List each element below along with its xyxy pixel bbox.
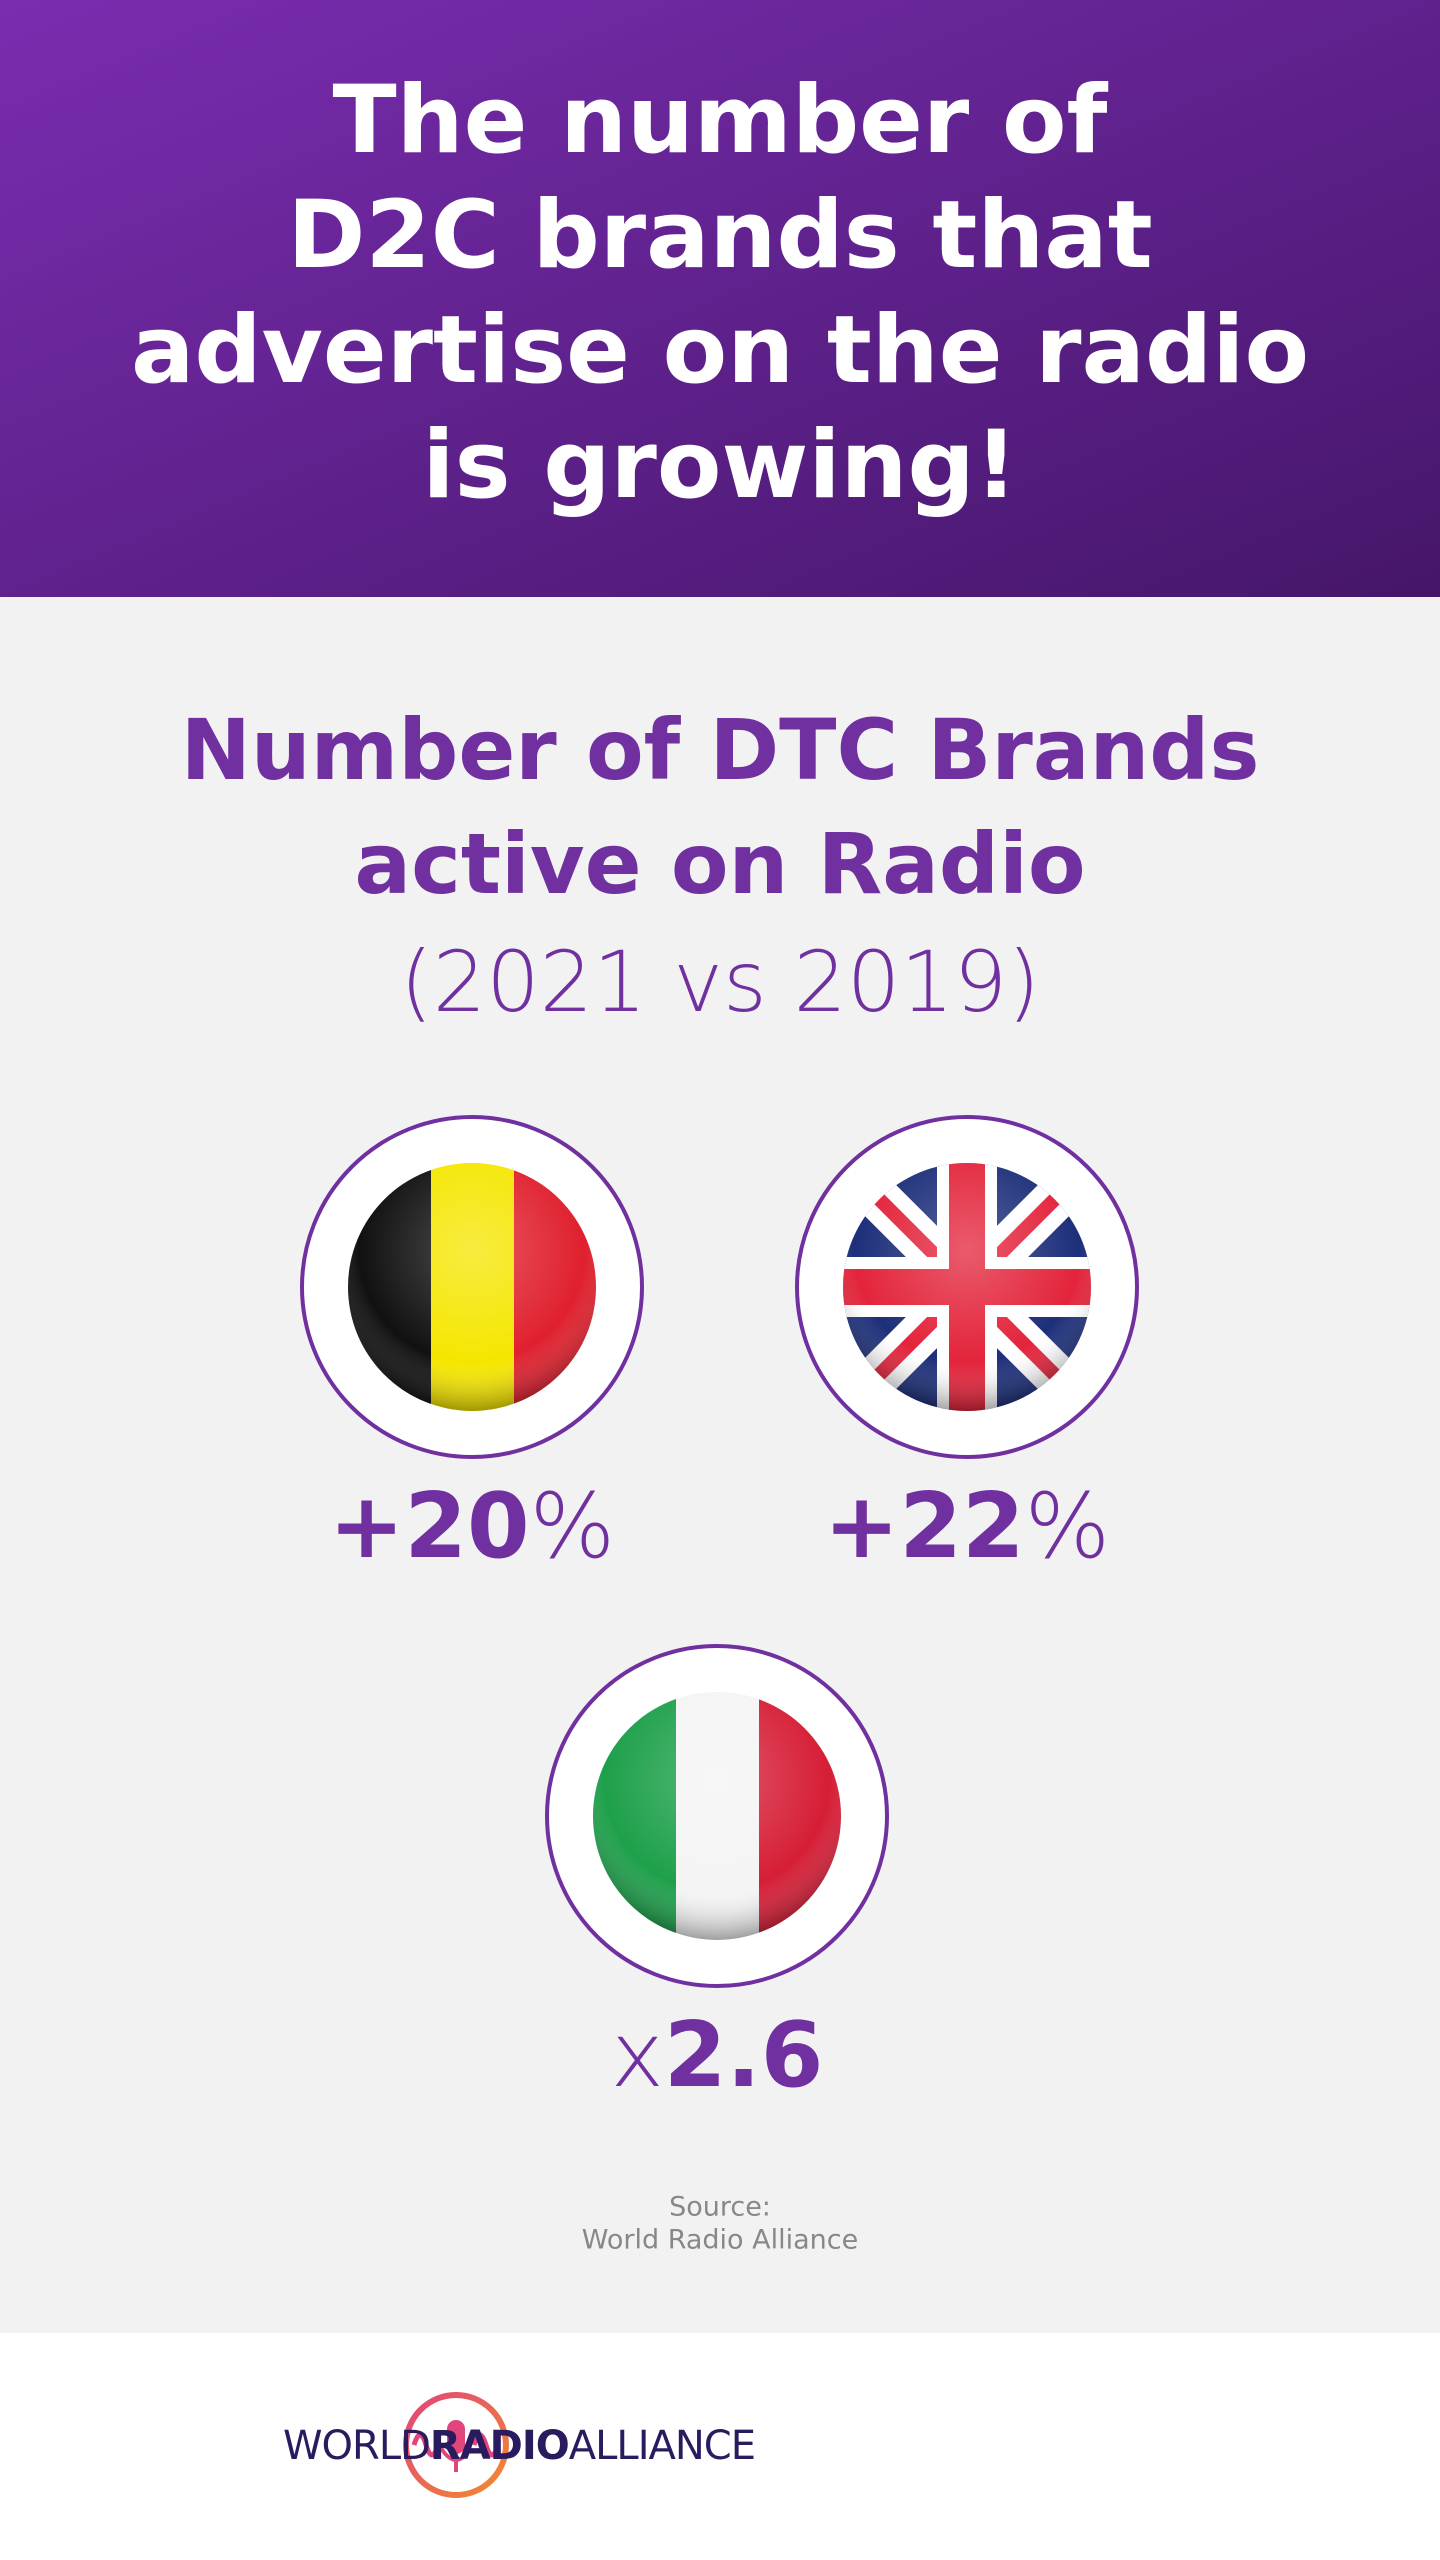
stat-part: +20: [329, 1474, 530, 1579]
subtitle: (2021 vs 2019): [400, 933, 1040, 1031]
header-title: advertise on the radio: [131, 296, 1309, 405]
stat-part: x: [611, 2003, 664, 2108]
stat-part: %: [530, 1474, 616, 1579]
content-bg: [0, 597, 1440, 2333]
logo-part: WORLD: [283, 2423, 430, 2469]
main-title: Number of DTC Brands: [181, 701, 1260, 799]
stat-part: 2.6: [664, 2003, 823, 2108]
header-title: is growing!: [422, 411, 1017, 520]
stat: +22%: [824, 1474, 1110, 1579]
stat-part: %: [1025, 1474, 1111, 1579]
source: World Radio Alliance: [582, 2225, 859, 2256]
footer-bg: [0, 2333, 1440, 2560]
main-title: active on Radio: [354, 815, 1085, 913]
stat-part: +22: [824, 1474, 1025, 1579]
flag-uk: [843, 1163, 1091, 1411]
source: Source:: [669, 2192, 771, 2223]
stat: x2.6: [611, 2003, 824, 2108]
logo-text: WORLDRADIOALLIANCE: [283, 2423, 755, 2469]
header-title: The number of: [333, 66, 1109, 175]
logo-icon: [403, 2392, 509, 2498]
stat: +20%: [329, 1474, 615, 1579]
flag-italy: [593, 1692, 841, 1940]
header-bg: [0, 0, 1440, 597]
logo-part: ALLIANCE: [569, 2423, 755, 2469]
flag-belgium: [348, 1163, 596, 1411]
header-title: D2C brands that: [287, 181, 1152, 290]
logo-part: RADIO: [430, 2423, 569, 2469]
